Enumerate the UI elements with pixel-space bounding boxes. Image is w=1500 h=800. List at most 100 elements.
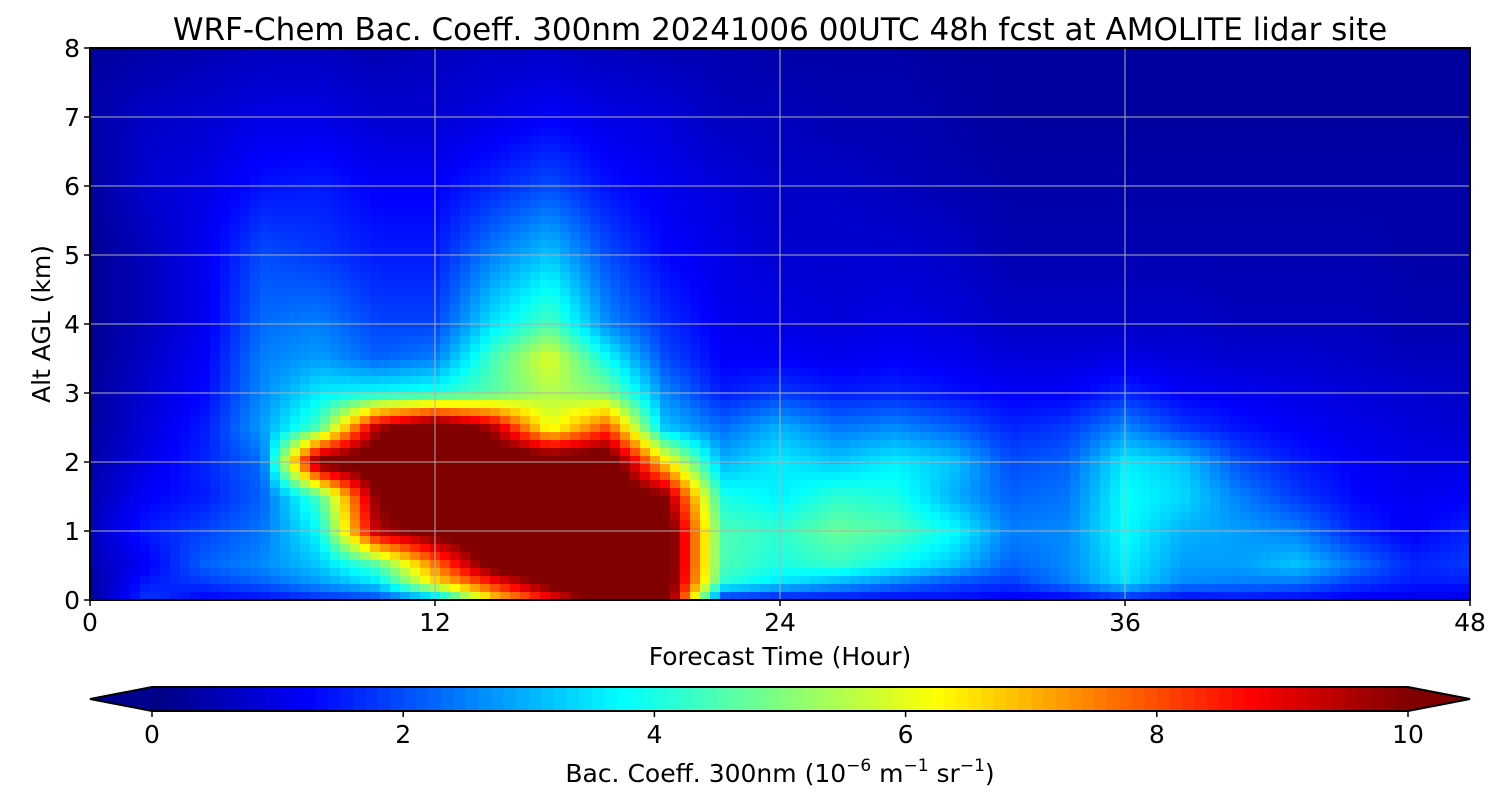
heatmap-cell	[590, 256, 601, 265]
heatmap-cell	[480, 48, 491, 57]
heatmap-cell	[770, 184, 781, 193]
heatmap-cell	[380, 232, 391, 241]
heatmap-cell	[190, 136, 201, 145]
heatmap-cell	[750, 56, 761, 65]
heatmap-cell	[140, 248, 151, 257]
heatmap-cell	[1410, 304, 1421, 313]
heatmap-cell	[810, 296, 821, 305]
heatmap-cell	[400, 48, 411, 57]
heatmap-cell	[1100, 144, 1111, 153]
heatmap-cell	[910, 56, 921, 65]
heatmap-cell	[570, 304, 581, 313]
heatmap-cell	[1440, 224, 1451, 233]
heatmap-cell	[990, 328, 1001, 337]
heatmap-cell	[1270, 176, 1281, 185]
heatmap-cell	[1030, 288, 1041, 297]
heatmap-cell	[1080, 80, 1091, 89]
heatmap-cell	[790, 232, 801, 241]
heatmap-cell	[370, 312, 381, 321]
heatmap-cell	[530, 120, 541, 129]
heatmap-cell	[1160, 216, 1171, 225]
heatmap-cell	[1190, 120, 1201, 129]
heatmap-cell	[270, 152, 281, 161]
heatmap-cell	[490, 304, 501, 313]
heatmap-cell	[160, 72, 171, 81]
heatmap-cell	[790, 48, 801, 57]
heatmap-cell	[520, 144, 531, 153]
heatmap-cell	[270, 336, 281, 345]
heatmap-cell	[160, 176, 171, 185]
heatmap-cell	[630, 72, 641, 81]
heatmap-cell	[310, 248, 321, 257]
heatmap-cell	[620, 288, 631, 297]
heatmap-cell	[190, 224, 201, 233]
heatmap-cell	[340, 264, 351, 273]
heatmap-cell	[1210, 96, 1221, 105]
heatmap-cell	[1220, 160, 1231, 169]
heatmap-cell	[830, 88, 841, 97]
heatmap-cell	[670, 256, 681, 265]
heatmap-cell	[360, 312, 371, 321]
heatmap-cell	[330, 200, 341, 209]
heatmap-cell	[1340, 304, 1351, 313]
heatmap-cell	[660, 272, 671, 281]
heatmap-cell	[1390, 136, 1401, 145]
heatmap-cell	[1070, 288, 1081, 297]
heatmap-cell	[1270, 216, 1281, 225]
heatmap-cell	[1390, 216, 1401, 225]
heatmap-cell	[560, 240, 571, 249]
heatmap-cell	[400, 280, 411, 289]
heatmap-cell	[190, 168, 201, 177]
heatmap-cell	[1000, 64, 1011, 73]
heatmap-cell	[990, 88, 1001, 97]
heatmap-cell	[260, 336, 271, 345]
heatmap-cell	[530, 192, 541, 201]
heatmap-cell	[900, 104, 911, 113]
heatmap-cell	[1380, 312, 1391, 321]
heatmap-cell	[700, 184, 711, 193]
heatmap-cell	[170, 192, 181, 201]
heatmap-cell	[1190, 176, 1201, 185]
heatmap-cell	[310, 152, 321, 161]
heatmap-cell	[1210, 112, 1221, 121]
heatmap-cell	[250, 88, 261, 97]
heatmap-cell	[120, 328, 131, 337]
heatmap-cell	[1000, 176, 1011, 185]
heatmap-cell	[100, 248, 111, 257]
heatmap-cell	[320, 152, 331, 161]
heatmap-cell	[1450, 112, 1461, 121]
heatmap-cell	[1290, 184, 1301, 193]
heatmap-cell	[270, 312, 281, 321]
heatmap-cell	[1130, 160, 1141, 169]
heatmap-cell	[610, 144, 621, 153]
heatmap-cell	[1160, 192, 1171, 201]
heatmap-cell	[260, 160, 271, 169]
heatmap-cell	[160, 136, 171, 145]
heatmap-cell	[1100, 192, 1111, 201]
heatmap-cell	[1230, 312, 1241, 321]
heatmap-cell	[1400, 232, 1411, 241]
heatmap-cell	[330, 168, 341, 177]
heatmap-cell	[820, 56, 831, 65]
heatmap-cell	[1390, 296, 1401, 305]
heatmap-cell	[580, 224, 591, 233]
heatmap-cell	[160, 80, 171, 89]
heatmap-cell	[100, 48, 111, 57]
heatmap-cell	[1150, 136, 1161, 145]
heatmap-cell	[950, 176, 961, 185]
heatmap-cell	[400, 96, 411, 105]
heatmap-cell	[1300, 232, 1311, 241]
heatmap-cell	[860, 136, 871, 145]
heatmap-cell	[1430, 136, 1441, 145]
heatmap-cell	[1010, 248, 1021, 257]
heatmap-cell	[1320, 224, 1331, 233]
heatmap-cell	[1060, 304, 1071, 313]
heatmap-cell	[1090, 240, 1101, 249]
heatmap-cell	[1310, 120, 1321, 129]
heatmap-cell	[600, 176, 611, 185]
heatmap-cell	[610, 192, 621, 201]
heatmap-cell	[220, 112, 231, 121]
heatmap-cell	[1140, 208, 1151, 217]
heatmap-cell	[630, 280, 641, 289]
heatmap-cell	[740, 200, 751, 209]
